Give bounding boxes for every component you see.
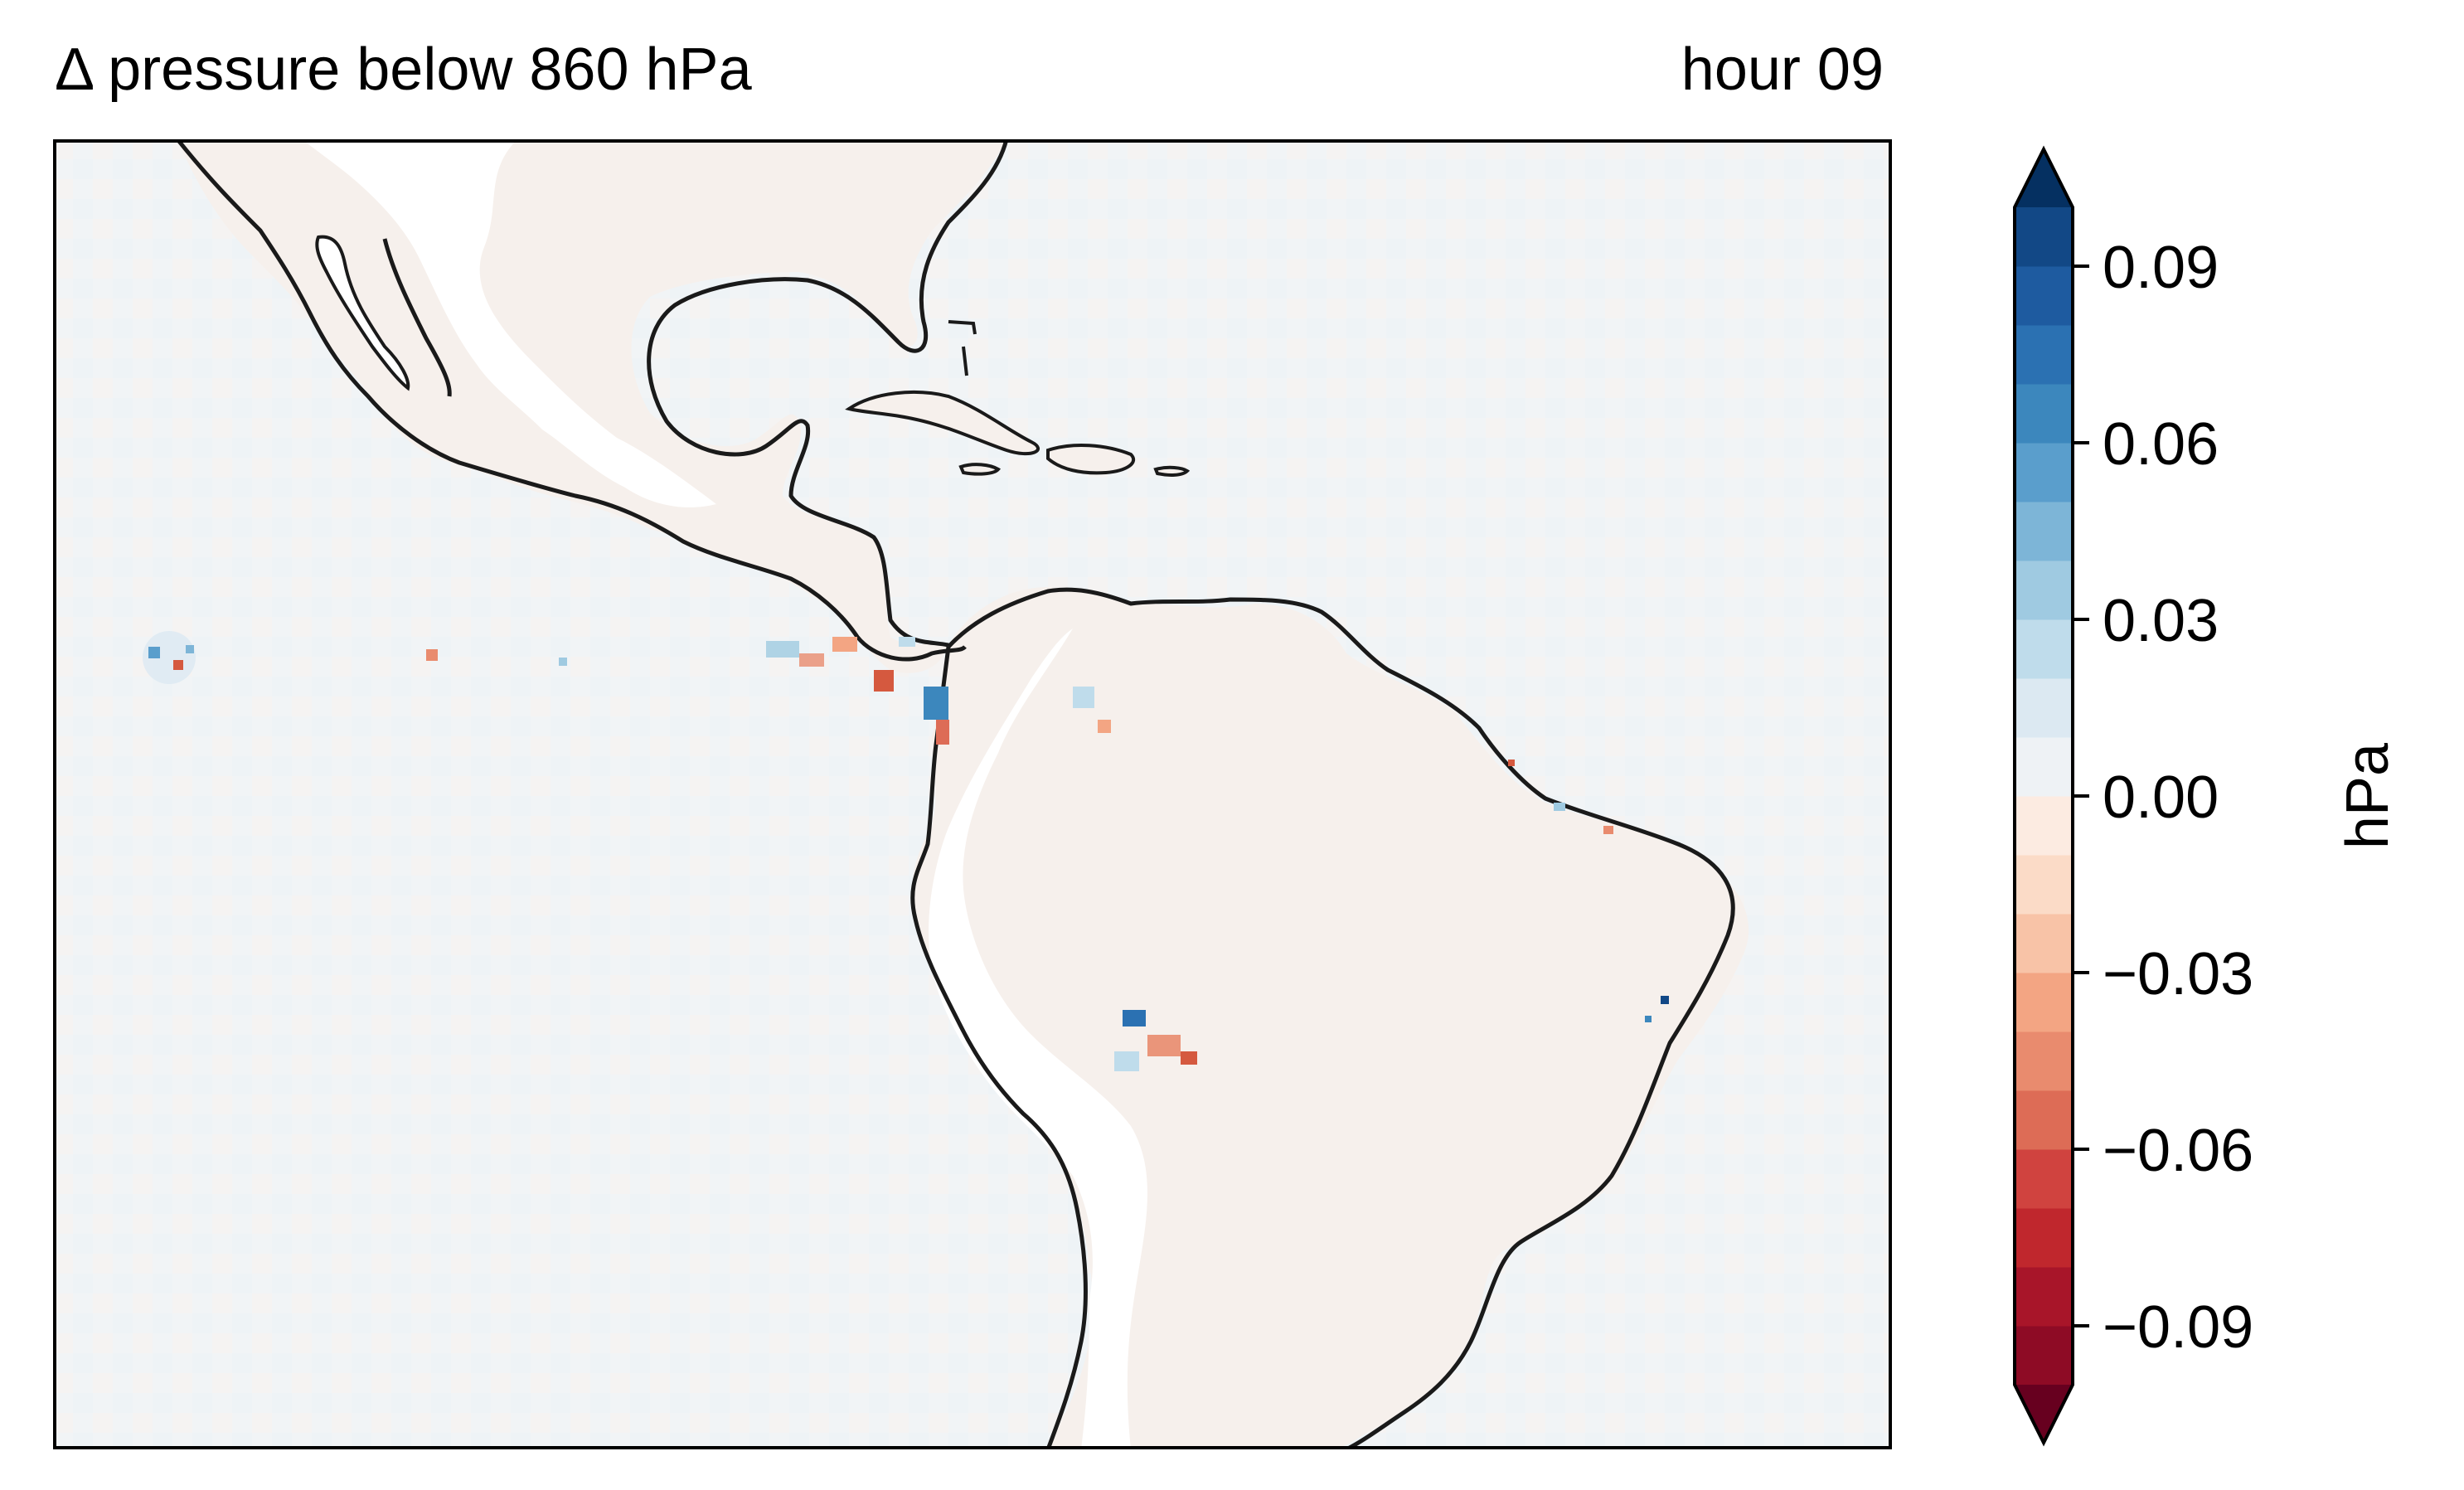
map-panel [53, 139, 1892, 1449]
colorbar-ticks: 0.09 0.06 0.03 0.00 −0.03 −0.06 −0.09 [2073, 235, 2253, 1361]
colorbar-segment [2015, 855, 2073, 915]
colorbar-segment [2015, 502, 2073, 561]
bahamas-island [948, 320, 977, 376]
colorbar-segment [2015, 561, 2073, 620]
colorbar-tick-label: 0.06 [2103, 411, 2219, 478]
colorbar-segment [2015, 1031, 2073, 1091]
colorbar-segments [2015, 149, 2073, 1443]
colorbar-tick-label: 0.09 [2103, 235, 2219, 301]
colorbar-tick-label: 0.00 [2103, 764, 2219, 831]
colorbar-segment [2015, 266, 2073, 326]
colorbar-segment [2015, 1326, 2073, 1386]
coastlines [176, 139, 1735, 1449]
gulf-of-california-coast [382, 238, 452, 397]
colorbar-label: hPa [2335, 742, 2401, 849]
colorbar-segment [2015, 1149, 2073, 1209]
colorbar-segment [2015, 796, 2073, 856]
pacific-coast-north-america [176, 139, 967, 662]
colorbar-outline [2013, 145, 2074, 1447]
south-america-pacific-coast [910, 646, 1088, 1449]
colorbar-segment [2015, 325, 2073, 385]
map-frame [53, 139, 1892, 1449]
colorbar-segment [2015, 678, 2073, 738]
colorbar-segment [2015, 1090, 2073, 1150]
cuba-island [845, 391, 1040, 456]
puerto-rico-island [1153, 465, 1191, 477]
mexico-highlands [302, 139, 716, 507]
gulf-of-mexico-coast [647, 139, 1009, 648]
colorbar-segment [2015, 973, 2073, 1032]
colorbar: 0.09 0.06 0.03 0.00 −0.03 −0.06 −0.09 hPa [2013, 145, 2401, 1447]
colorbar-segment [2015, 384, 2073, 444]
map-time-label: hour 09 [1681, 36, 1884, 103]
colorbar-tick-label: 0.03 [2103, 588, 2219, 654]
colorbar-segment [2015, 619, 2073, 679]
baja-california [315, 235, 410, 391]
colorbar-segment [2015, 737, 2073, 797]
colorbar-segment [2015, 914, 2073, 973]
colorbar-segment [2015, 443, 2073, 502]
north-america-land [177, 139, 1006, 673]
colorbar-segment [2015, 207, 2073, 267]
colorbar-tick-label: −0.09 [2103, 1294, 2253, 1361]
colorbar-extend-max [2015, 149, 2073, 207]
colorbar-tick-label: −0.06 [2103, 1118, 2253, 1184]
colorbar-tick-label: −0.03 [2103, 941, 2253, 1007]
hispaniola-island [1046, 444, 1136, 475]
jamaica-island [958, 463, 1002, 476]
colorbar-extend-min [2015, 1385, 2073, 1443]
andes-highlands [929, 629, 1147, 1449]
colorbar-segment [2015, 1208, 2073, 1268]
pressure-anomalies [143, 631, 1669, 1071]
south-america-caribbean-coast [947, 587, 1735, 1449]
map-title: Δ pressure below 860 hPa [55, 36, 752, 103]
colorbar-segment [2015, 1267, 2073, 1327]
